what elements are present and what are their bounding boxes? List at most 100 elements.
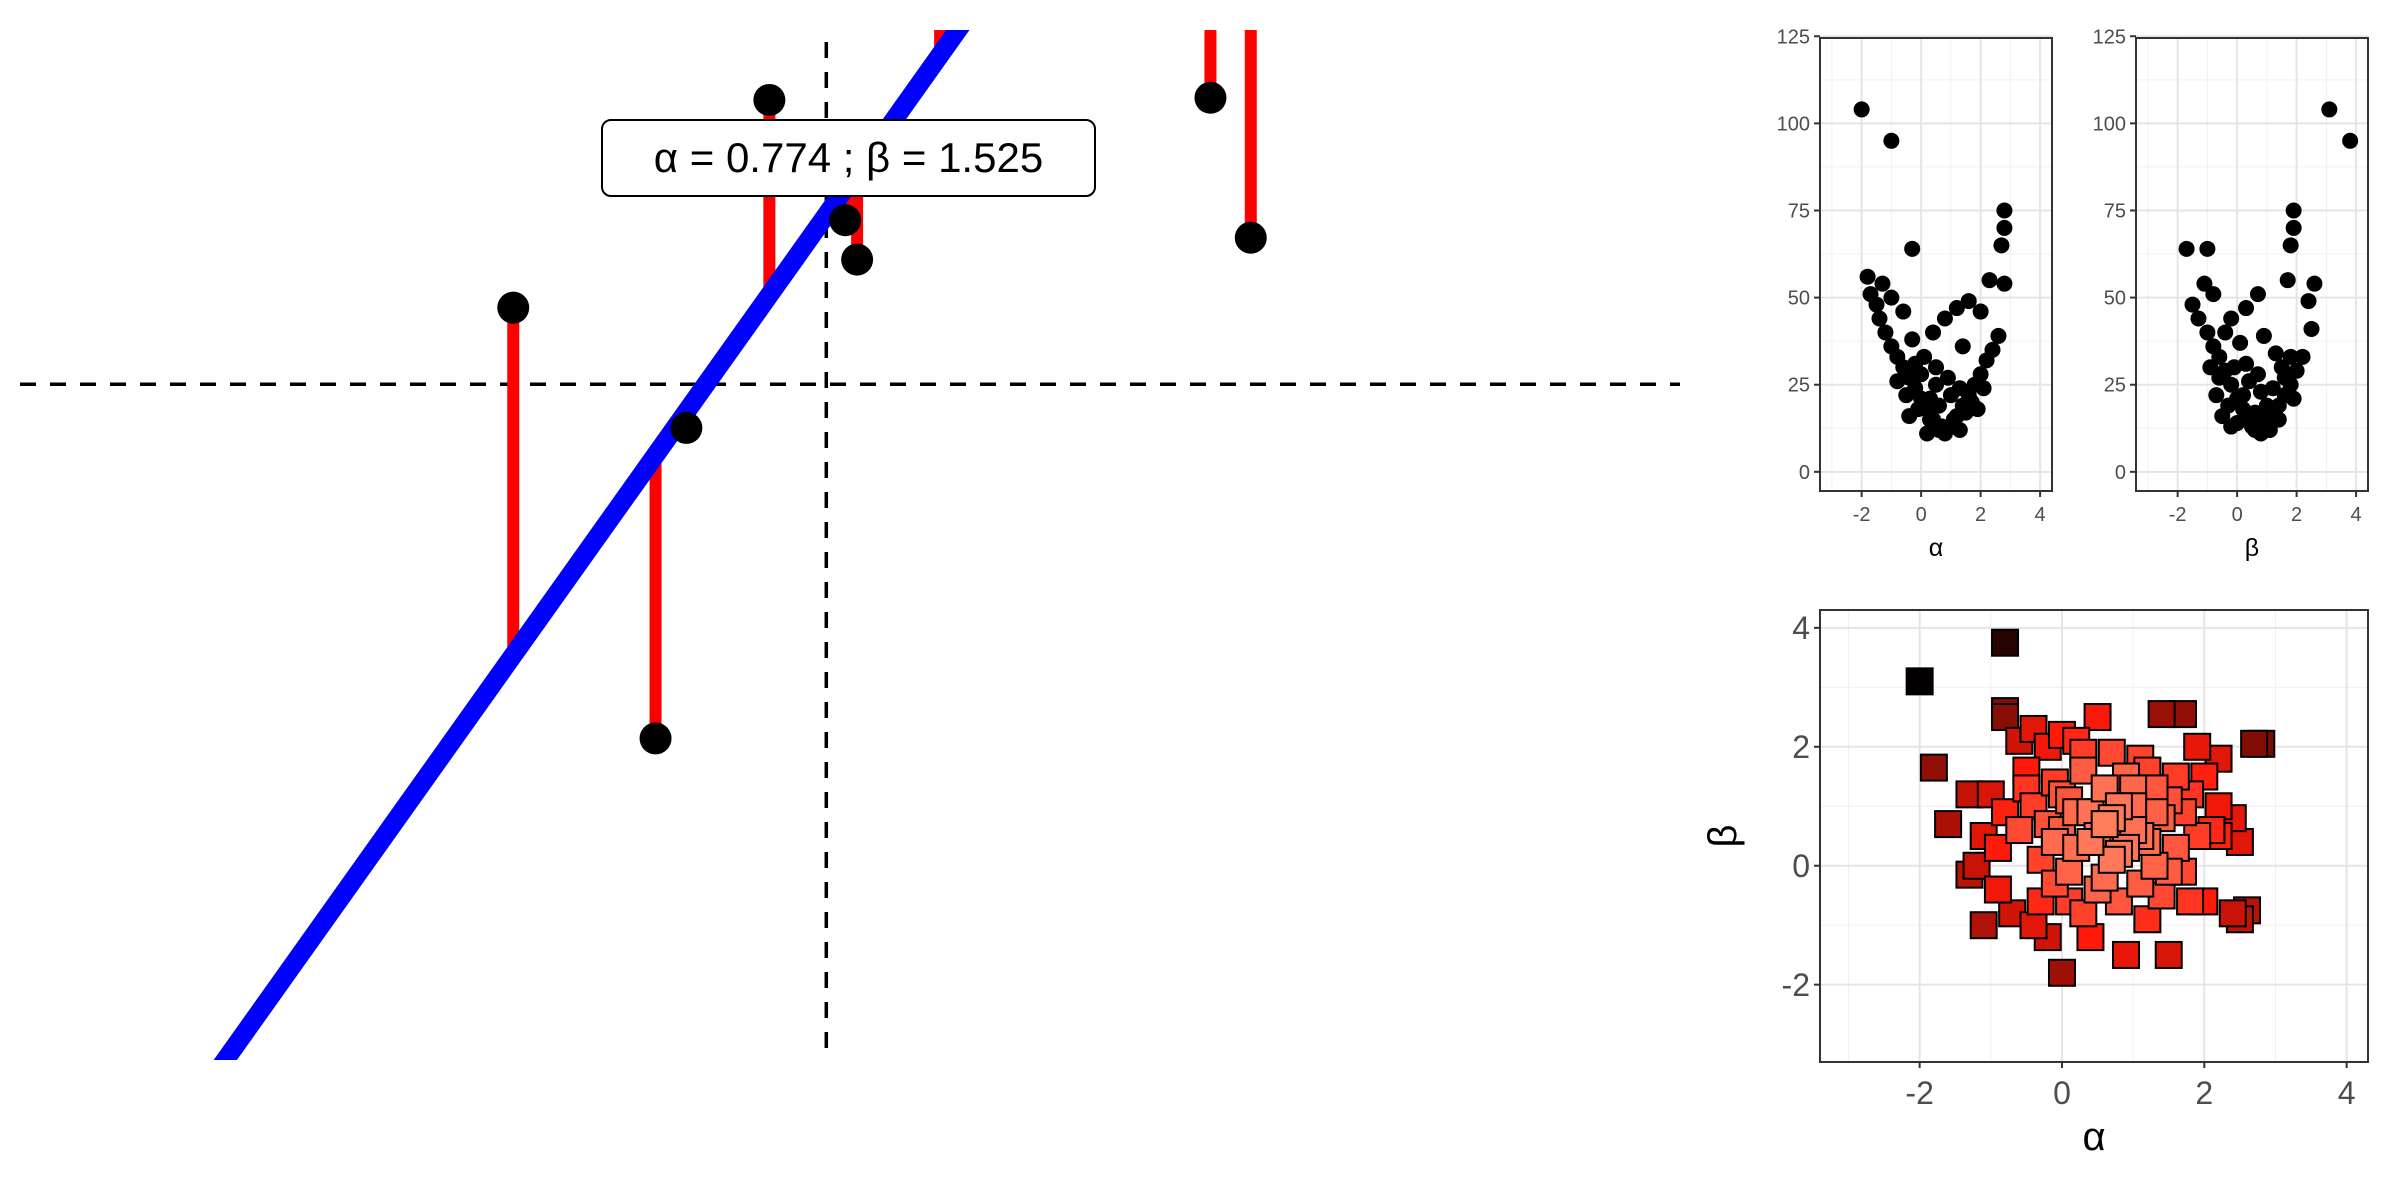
data-point-2 — [639, 722, 672, 755]
alpha-loss-point-6 — [1993, 237, 2010, 254]
beta-loss-point-30 — [2303, 320, 2320, 337]
alpha-y-axis: 0 25 50 75 100 125 — [1777, 26, 1820, 484]
alpha-loss-point-35 — [1990, 327, 2007, 344]
beta-loss-point-1 — [2321, 101, 2338, 118]
beta-loss-point-50 — [2270, 411, 2287, 428]
alpha-loss-point-12 — [1883, 289, 1900, 306]
alpha-loss-point-44 — [1928, 359, 1944, 376]
beta-loss-point-39 — [2267, 345, 2284, 362]
ab-point-38 — [2076, 923, 2105, 952]
beta-loss-point-9 — [2205, 286, 2222, 303]
beta-loss-point-32 — [2238, 300, 2255, 317]
beta-x-axis-title: β — [2245, 534, 2259, 562]
ab-point-99 — [2097, 845, 2126, 874]
alpha-loss-point-4 — [1996, 202, 2013, 219]
ab-point-35 — [2083, 703, 2112, 732]
beta-loss-point-59 — [2208, 387, 2225, 404]
beta-loss-point-37 — [2232, 334, 2249, 351]
ab-point-75 — [2069, 756, 2098, 785]
beta-y-tick-label: 25 — [2104, 375, 2126, 397]
ab-point-1 — [1905, 667, 1934, 696]
beta-loss-point-62 — [2255, 411, 2272, 428]
ab-y-tick-label: 2 — [1792, 729, 1810, 765]
alpha-loss-point-50 — [1922, 411, 1939, 428]
ab-point-6 — [1991, 703, 2020, 732]
ab-y-tick-label: 0 — [1792, 848, 1810, 884]
data-point-6 — [841, 243, 874, 276]
alpha-y-tick-label: 50 — [1788, 288, 1810, 310]
beta-loss-point-3 — [2178, 240, 2195, 257]
data-point-5 — [829, 204, 862, 237]
observed-points — [497, 81, 1267, 755]
beta-loss-point-35 — [2279, 272, 2296, 289]
beta-loss-plot: 0 25 50 75 100 125 -2 0 2 4 β — [2093, 26, 2369, 562]
alpha-loss-point-58 — [1907, 355, 1924, 372]
ab-point-9 — [2147, 700, 2176, 729]
ab-x-axis-title: α — [2082, 1115, 2105, 1159]
ab-point-66 — [2005, 816, 2034, 845]
alpha-loss-point-36 — [1948, 300, 1965, 317]
alpha-x-tick-label: -2 — [1853, 504, 1871, 526]
beta-loss-point-49 — [2258, 397, 2275, 414]
ab-x-tick-label: 0 — [2053, 1075, 2071, 1111]
beta-loss-point-11 — [2184, 296, 2201, 313]
beta-loss-point-40 — [2211, 369, 2228, 386]
beta-loss-point-4 — [2199, 240, 2216, 257]
beta-loss-point-58 — [2273, 359, 2290, 376]
beta-y-tick-label: 125 — [2093, 26, 2126, 48]
beta-x-tick-label: 0 — [2232, 504, 2243, 526]
beta-y-tick-label: 50 — [2104, 288, 2126, 310]
alpha-loss-point-13 — [1895, 303, 1912, 320]
alpha-y-tick-label: 125 — [1777, 26, 1810, 48]
alpha-x-tick-label: 2 — [1975, 504, 1986, 526]
alpha-loss-point-64 — [1919, 425, 1936, 442]
alpha-loss-point-45 — [1939, 369, 1956, 386]
ab-x-tick-label: 4 — [2338, 1075, 2356, 1111]
alpha-x-axis: -2 0 2 4 — [1853, 491, 2046, 526]
ab-point-12 — [1969, 911, 1998, 940]
beta-loss-point-55 — [2285, 390, 2302, 407]
data-point-3 — [670, 411, 703, 444]
alpha-loss-point-7 — [1996, 275, 2013, 292]
ab-x-tick-label: 2 — [2195, 1075, 2213, 1111]
beta-loss-point-51 — [2214, 408, 2231, 425]
alpha-loss-point-59 — [1942, 387, 1959, 404]
beta-y-tick-label: 75 — [2104, 200, 2126, 222]
alpha-y-tick-label: 75 — [1788, 200, 1810, 222]
ab-point-33 — [2204, 792, 2233, 821]
regression-plot: α = 0.774 ; β = 1.525 — [20, 30, 1680, 1060]
ab-y-tick-label: 4 — [1792, 610, 1810, 646]
alpha-loss-point-55 — [1889, 373, 1906, 390]
ab-point-10 — [2047, 958, 2076, 987]
data-point-8 — [1194, 81, 1227, 114]
ab-points — [1905, 628, 2276, 987]
alpha-loss-point-38 — [1972, 303, 1989, 320]
annotation-box — [601, 119, 1096, 197]
alpha-loss-point-48 — [1898, 387, 1915, 404]
ab-point-8 — [1919, 753, 1948, 782]
alpha-loss-point-14 — [1868, 296, 1885, 313]
beta-loss-point-15 — [2211, 348, 2228, 365]
ab-point-17 — [2218, 899, 2247, 928]
annotation-label: α = 0.774 ; β = 1.525 — [654, 134, 1043, 181]
alpha-loss-point-15 — [1871, 310, 1888, 327]
alpha-loss-point-65 — [1951, 422, 1968, 439]
beta-x-tick-label: 2 — [2291, 504, 2302, 526]
alpha-loss-point-63 — [1928, 376, 1944, 393]
ab-point-22 — [1976, 780, 2005, 809]
alpha-beta-plot: -2 0 2 4 -2 0 2 4 α β — [1701, 609, 2369, 1159]
beta-loss-point-10 — [2196, 275, 2213, 292]
beta-loss-point-34 — [2249, 286, 2266, 303]
ab-y-axis: -2 0 2 4 — [1782, 610, 1820, 1003]
ab-point-47 — [2133, 905, 2162, 934]
beta-loss-point-38 — [2255, 327, 2272, 344]
alpha-loss-plot: 0 25 50 75 100 125 -2 0 2 4 α — [1777, 26, 2053, 562]
ab-point-82 — [2140, 851, 2169, 880]
alpha-y-tick-label: 25 — [1788, 375, 1810, 397]
data-point-4 — [753, 83, 786, 116]
ab-point-30 — [2183, 732, 2212, 761]
alpha-loss-point-1 — [1853, 101, 1870, 118]
ab-point-11 — [1934, 810, 1963, 839]
beta-loss-point-2 — [2342, 132, 2359, 149]
